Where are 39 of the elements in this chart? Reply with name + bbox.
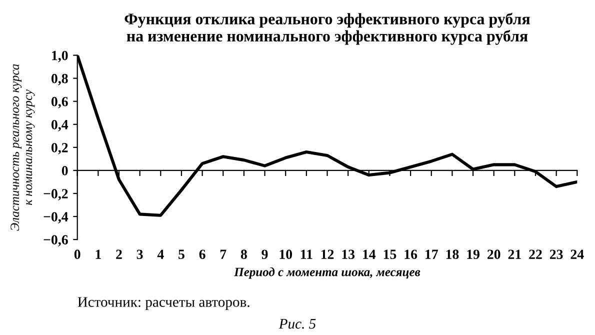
x-tick-label: 12 — [321, 250, 334, 259]
x-tick-label: 20 — [487, 250, 500, 260]
chart-title: Функция отклика реального эффективного курса рубля на изменение номинального эффективного курса рубля — [124, 12, 530, 45]
x-tick-label: 16 — [404, 250, 418, 260]
x-tick-label: 22 — [529, 250, 542, 259]
y-tick-label: 1,0 — [52, 50, 68, 62]
x-tick-label: 4 — [157, 250, 164, 259]
y-tick-label: 0,6 — [51, 96, 68, 108]
x-tick-label: 7 — [220, 250, 226, 259]
x-tick-label: 13 — [342, 250, 355, 260]
y-axis-title: Эластичность реального курса к номинальному курсу — [10, 64, 35, 231]
x-tick-label: 3 — [136, 250, 143, 260]
y-tick-label: 0,8 — [51, 74, 68, 86]
x-tick-label: 23 — [550, 250, 563, 260]
x-tick-label: 6 — [199, 250, 206, 260]
text: Источник: расчеты авторов. — [78, 297, 250, 310]
y-tick-label: −0,4 — [44, 212, 68, 224]
y-tick-label: −0,6 — [44, 235, 68, 246]
x-tick-label: 14 — [363, 250, 376, 259]
x-tick-label: 10 — [280, 250, 292, 260]
x-tick-label: 17 — [426, 250, 438, 259]
x-tick-label: 18 — [446, 250, 459, 260]
y-tick-label: −0,2 — [44, 189, 68, 200]
x-tick-label: 0 — [74, 250, 80, 260]
x-tick-label: 8 — [240, 250, 247, 260]
x-tick-label: 19 — [467, 250, 480, 260]
x-tick-label: 21 — [508, 250, 521, 259]
x-axis-title: Период с момента шока, месяцев — [234, 267, 420, 279]
y-tick-label: 0 — [62, 166, 68, 176]
x-tick-label: 24 — [570, 250, 584, 259]
x-tick-label: 1 — [96, 250, 101, 259]
x-tick-label: 11 — [300, 250, 312, 259]
text: Рис. 5 — [278, 318, 316, 329]
x-tick-label: 9 — [262, 250, 268, 260]
x-tick-label: 5 — [178, 250, 184, 260]
y-tick-label: 0,2 — [51, 142, 68, 154]
x-tick-label: 2 — [116, 250, 122, 259]
x-tick-label: 15 — [384, 250, 396, 260]
y-tick-label: 0,4 — [51, 120, 68, 132]
